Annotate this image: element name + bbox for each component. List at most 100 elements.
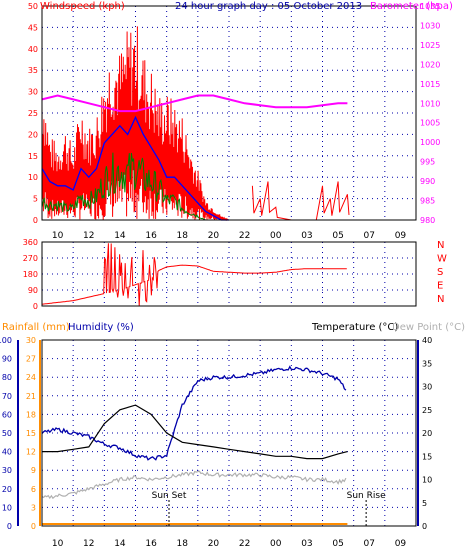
temp-y-tick: 20: [422, 429, 432, 438]
min-series: [41, 152, 229, 221]
humidity-series: [41, 365, 347, 461]
wind-y-tick: 40: [28, 45, 38, 54]
sunrise-label: Sun Rise: [347, 491, 386, 501]
wind-x-tick: 14: [114, 231, 126, 241]
temp-y-tick: 15: [422, 452, 432, 461]
sunset-label: Sun Set: [152, 491, 187, 501]
rain-y-tick: 27: [26, 355, 36, 364]
temp-y-tick: 25: [422, 406, 432, 415]
wind-x-tick: 16: [145, 231, 157, 241]
th-x-tick: 03: [301, 539, 312, 549]
wind-y-tick: 15: [28, 152, 38, 161]
humidity-y-tick: 90: [2, 355, 12, 364]
humidity-y-tick: 20: [2, 485, 12, 494]
direction-series: [41, 243, 347, 306]
compass-label: W: [437, 254, 447, 265]
rain-y-tick: 24: [26, 373, 36, 382]
baro-y-tick: 990: [420, 177, 435, 186]
baro-y-tick: 1015: [420, 80, 440, 89]
temperature-label: Temperature (°C): [311, 322, 398, 333]
dir-y-tick: 0: [33, 302, 38, 311]
humidity-y-tick: 50: [2, 429, 12, 438]
th-x-tick: 12: [83, 539, 94, 549]
humidity-y-tick: 10: [2, 503, 12, 512]
wind-y-tick: 10: [28, 173, 38, 182]
wind-y-tick: 30: [28, 88, 38, 97]
temp-y-tick: 0: [422, 522, 427, 531]
humidity-y-tick: 0: [7, 522, 12, 531]
baro-y-tick: 1020: [420, 60, 440, 69]
baro-y-tick: 980: [420, 216, 435, 225]
gust-series: [41, 26, 229, 222]
baro-y-tick: 1000: [420, 138, 440, 147]
wind-y-tick: 0: [33, 216, 38, 225]
rain-y-tick: 6: [31, 485, 36, 494]
gust-series-late: [251, 181, 350, 221]
humidity-y-tick: 40: [2, 448, 12, 457]
wind-y-tick: 20: [28, 130, 38, 139]
compass-label: S: [437, 267, 443, 278]
wind-y-tick: 25: [28, 109, 38, 118]
rain-y-tick: 0: [31, 522, 36, 531]
wind-x-tick: 03: [301, 231, 312, 241]
dir-y-tick: 180: [23, 270, 38, 279]
th-frame: [41, 339, 417, 527]
wind-x-tick: 22: [239, 231, 250, 241]
th-x-tick: 18: [177, 539, 189, 549]
dir-y-tick: 270: [23, 254, 38, 263]
rain-y-tick: 18: [26, 410, 36, 419]
wind-x-tick: 00: [270, 231, 282, 241]
rain-y-tick: 9: [31, 466, 36, 475]
baro-y-tick: 1030: [420, 21, 440, 30]
humidity-label: Humidity (%): [68, 322, 134, 333]
dir-y-tick: 90: [28, 286, 38, 295]
th-x-tick: 16: [145, 539, 157, 549]
th-x-tick: 20: [208, 539, 220, 549]
compass-label: N: [437, 240, 444, 251]
rain-y-tick: 12: [26, 448, 36, 457]
barometer-series: [41, 94, 348, 113]
wind-y-tick: 45: [28, 23, 38, 32]
wind-y-tick: 5: [33, 195, 38, 204]
baro-y-tick: 995: [420, 158, 435, 167]
rain-y-tick: 21: [26, 392, 36, 401]
dir-frame: [41, 241, 417, 307]
th-x-tick: 09: [395, 539, 407, 549]
wind-x-tick: 20: [208, 231, 220, 241]
baro-y-tick: 1035: [420, 2, 440, 11]
humidity-y-tick: 80: [2, 373, 12, 382]
compass-label: N: [437, 294, 444, 305]
wind-x-tick: 18: [177, 231, 189, 241]
wind-x-tick: 12: [83, 231, 94, 241]
baro-y-tick: 985: [420, 197, 435, 206]
temp-y-tick: 5: [422, 499, 427, 508]
temp-y-tick: 10: [422, 476, 432, 485]
humidity-y-tick: 30: [2, 466, 12, 475]
wind-axis-label: Windspeed (kph): [40, 1, 125, 12]
graph-title: 24 hour graph day : 05 October 2013: [175, 1, 362, 12]
rainfall-label: Rainfall (mm): [2, 322, 70, 333]
th-x-tick: 00: [270, 539, 282, 549]
th-x-tick: 22: [239, 539, 250, 549]
th-x-tick: 10: [52, 539, 64, 549]
th-x-tick: 07: [364, 539, 375, 549]
th-x-tick: 05: [332, 539, 343, 549]
baro-y-tick: 1005: [420, 119, 440, 128]
temp-y-tick: 35: [422, 359, 432, 368]
humidity-y-tick: 60: [2, 410, 12, 419]
rain-y-tick: 3: [31, 503, 36, 512]
temp-y-tick: 30: [422, 383, 432, 392]
wind-x-tick: 05: [332, 231, 343, 241]
compass-label: E: [437, 281, 443, 292]
rain-y-tick: 30: [26, 336, 36, 345]
dewpoint-label: Dew Point (°C): [392, 322, 465, 333]
wind-x-tick: 09: [395, 231, 407, 241]
baro-axis-label: Barometer (hpa): [370, 1, 453, 12]
rain-y-tick: 15: [26, 429, 36, 438]
baro-y-tick: 1025: [420, 41, 440, 50]
avg-series: [41, 115, 229, 221]
humidity-y-tick: 100: [0, 336, 12, 345]
wind-y-tick: 50: [28, 2, 38, 11]
dir-y-tick: 360: [23, 238, 38, 247]
